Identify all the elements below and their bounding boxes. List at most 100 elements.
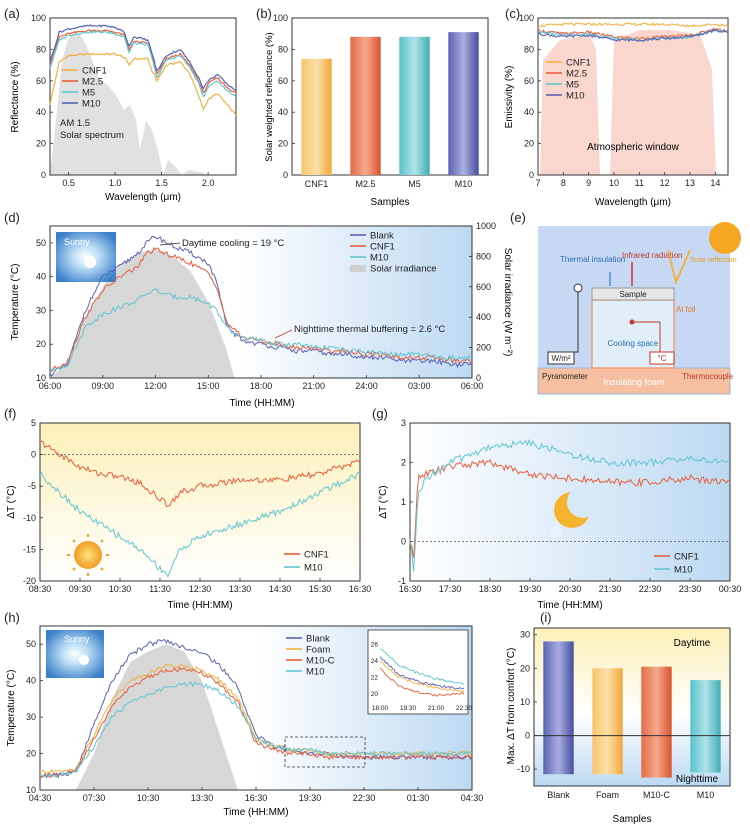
f-ytick-label: -20 — [23, 576, 36, 586]
atmospheric-window-area — [540, 30, 716, 175]
solar-reflection-arrows — [667, 249, 691, 286]
panel-labels: (a) (b) (c) (d) (e) (f) (g) (h) (i) — [4, 6, 552, 625]
d-xtick-label: 09:00 — [91, 381, 114, 391]
panel-a: 0.5 1.0 1.5 2.0 0 20 40 60 80 100 Wavelength (μm)… — [10, 13, 237, 203]
ylabel-b: Solar weighted reflectance (%) — [264, 32, 275, 161]
h-xtick-label: 19:30 — [299, 793, 322, 803]
i-ytick-label: -10 — [517, 764, 530, 774]
panel-g: 16:30 17:30 18:30 19:30 20:30 21:30 22:30 23:30… — [378, 418, 741, 611]
panel-i: Blank Foam M10-C M10 -10 0 10 20 30 Daytime Nigh… — [506, 627, 731, 825]
panel-label-d: (d) — [4, 210, 20, 225]
sample-slab — [591, 287, 675, 301]
f-ytick-label: -15 — [23, 544, 36, 554]
h-ytick-label: 20 — [26, 749, 36, 759]
panel-h: Sunny 18:00 19:30 21:00 22:30 20 22 24 26 04:30… — [6, 625, 483, 818]
g-ytick-label: 1 — [401, 497, 406, 507]
line-m10 — [49, 288, 473, 373]
pyranometer-label: Pyranometer — [542, 372, 588, 381]
line-cnf1 — [537, 22, 729, 28]
a-xtick-label: 2.0 — [202, 178, 215, 188]
i-ytick-label: 10 — [520, 697, 530, 707]
f-xtick-label: 11:30 — [149, 584, 171, 594]
d-xtick-label: 18:00 — [250, 381, 273, 391]
panel-c: 7 8 9 10 11 12 13 14 0 20 40 60 80 100 Wavelength (μm… — [504, 13, 729, 208]
ticks-b: CNF1 M2.5 M5 M10 0 20 40 60 80 100 — [273, 13, 472, 189]
legend-f: CNF1 M10 — [284, 550, 329, 574]
d-right-ytick-label: 400 — [476, 312, 491, 322]
series-lines-a — [49, 24, 237, 116]
inset-xtick-label: 22:30 — [456, 705, 473, 712]
inset-ytick-label: 20 — [371, 691, 379, 698]
line-blank — [49, 235, 473, 377]
g-ytick-label: 0 — [401, 537, 406, 547]
g-xtick-label: 23:30 — [679, 584, 702, 594]
f-xtick-label: 10:30 — [109, 584, 132, 594]
ylabel-c: Emissivity (%) — [504, 66, 515, 129]
axes-frame-c — [537, 17, 729, 176]
a-xtick-label: 0.5 — [62, 178, 75, 188]
xlabel-d: Time (HH:MM) — [229, 398, 294, 409]
d-xtick-label: 03:00 — [408, 381, 431, 391]
b-ytick-label: 40 — [278, 107, 288, 117]
panel-label-c: (c) — [505, 6, 520, 21]
bar-m10 — [690, 680, 721, 773]
inset-h: 18:00 19:30 21:00 22:30 20 22 24 26 — [367, 629, 473, 715]
legend-g: CNF1 M10 — [654, 552, 699, 576]
ylabel-h: Temperature (°C) — [6, 670, 17, 747]
line-m10 — [39, 681, 473, 778]
f-ytick-label: 5 — [31, 418, 36, 428]
legend-f-item: CNF1 — [304, 550, 329, 561]
d-xtick-label: 15:00 — [197, 381, 220, 391]
thermocouple-wire — [632, 321, 661, 352]
panel-f: 08:30 09:30 10:30 11:30 12:30 13:30 14:30 15:30… — [6, 418, 371, 611]
inset-ytick-label: 26 — [371, 641, 379, 648]
nighttime-label: Nighttime — [676, 774, 719, 785]
panel-label-b: (b) — [256, 6, 272, 21]
f-xtick-label: 14:30 — [269, 584, 292, 594]
moon-icon-g — [550, 486, 599, 538]
legend-c-item: M5 — [566, 80, 579, 91]
sun-icon-e — [709, 222, 741, 254]
b-ytick-label: 20 — [278, 139, 288, 149]
a-xtick-label: 1.5 — [155, 178, 168, 188]
xlabel-c: Wavelength (μm) — [595, 197, 671, 208]
sunny-photo — [56, 232, 116, 282]
sunny-label-h: Sunny — [64, 634, 90, 644]
inset-xtick-label: 19:30 — [400, 705, 417, 712]
bars-b — [301, 32, 479, 176]
b-ytick-label: 60 — [278, 76, 288, 86]
a-ytick-label: 100 — [31, 13, 46, 23]
bar-cnf1 — [301, 58, 332, 175]
sunny-photo-h — [46, 630, 104, 678]
g-ytick-label: 3 — [401, 418, 406, 428]
series-lines-d — [49, 235, 473, 377]
thermocouple-label: Thermocouple — [682, 372, 734, 381]
annotation-a-line2: Solar spectrum — [60, 130, 124, 141]
c-xtick-label: 12 — [660, 178, 670, 188]
panel-e: Insulating foam Cooling space Sample Al … — [537, 222, 741, 395]
b-ytick-label: 80 — [278, 44, 288, 54]
inset-xtick-label: 21:00 — [428, 705, 445, 712]
i-ytick-label: 20 — [520, 663, 530, 673]
inset-ticks: 18:00 19:30 21:00 22:30 20 22 24 26 — [371, 641, 473, 712]
c-ytick-label: 80 — [524, 44, 534, 54]
line-m10 — [39, 471, 361, 578]
sample-label: Sample — [619, 290, 647, 299]
legend-g-item: M10 — [674, 565, 692, 576]
g-ytick-label: -1 — [398, 576, 406, 586]
legend-g-item: CNF1 — [674, 552, 699, 563]
c-xtick-label: 14 — [710, 178, 720, 188]
zoom-box — [284, 736, 366, 768]
f-xtick-label: 13:30 — [229, 584, 252, 594]
c-ytick-label: 20 — [524, 139, 534, 149]
a-ytick-label: 0 — [41, 170, 46, 180]
b-ytick-label: 0 — [283, 170, 288, 180]
xlabel-g: Time (HH:MM) — [537, 600, 602, 611]
axes-frame-i — [533, 627, 731, 787]
bar-m10-c — [641, 666, 672, 778]
inset-line — [379, 661, 465, 693]
pyranometer-sensor — [573, 283, 583, 293]
